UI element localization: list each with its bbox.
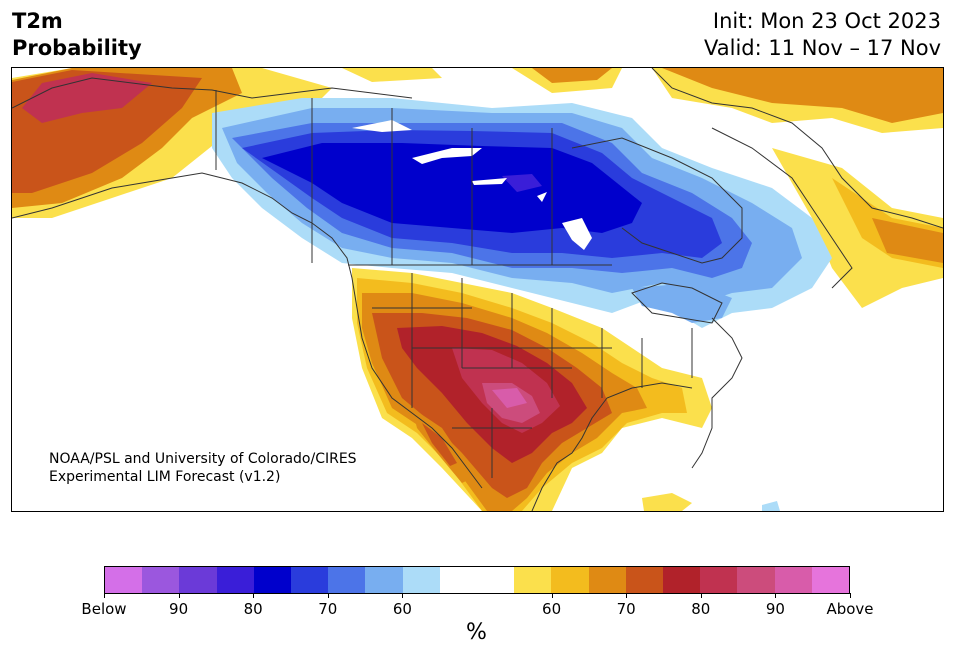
- colorbar-unit: %: [466, 620, 487, 645]
- colorbar: [104, 566, 850, 594]
- colorbar-segment: [514, 567, 552, 593]
- colorbar-tick-label: 60: [392, 600, 412, 618]
- credit-line-2: Experimental LIM Forecast (v1.2): [49, 469, 281, 485]
- colorbar-segment: [737, 567, 775, 593]
- colorbar-segment: [588, 567, 626, 593]
- credit-line-1: NOAA/PSL and University of Colorado/CIRE…: [49, 451, 357, 467]
- great-lakes-cold: [632, 283, 732, 323]
- colorbar-tick-label: 70: [318, 600, 338, 618]
- map-credit: NOAA/PSL and University of Colorado/CIRE…: [49, 450, 357, 486]
- caribbean-warm: [642, 493, 692, 511]
- colorbar-tick-label: Above: [826, 600, 874, 618]
- colorbar-tick-label: Below: [81, 600, 127, 618]
- colorbar-segment: [291, 567, 329, 593]
- colorbar-segment: [105, 567, 143, 593]
- colorbar-segment: [179, 567, 217, 593]
- colorbar-segment: [402, 567, 440, 593]
- colorbar-segment: [142, 567, 180, 593]
- colorbar-segment: [439, 567, 478, 593]
- colorbar-segment: [700, 567, 738, 593]
- colorbar-tick-mark: [850, 593, 851, 598]
- colorbar-tick-label: 80: [243, 600, 263, 618]
- canada-cold-90: [262, 143, 642, 233]
- colorbar-tick-mark: [551, 593, 553, 598]
- colorbar-tick-label: 70: [616, 600, 636, 618]
- forecast-map: NOAA/PSL and University of Colorado/CIRE…: [11, 67, 944, 512]
- colorbar-tick-mark: [775, 593, 777, 598]
- forecast-dates: Init: Mon 23 Oct 2023 Valid: 11 Nov – 17…: [704, 8, 941, 62]
- map-canvas: [12, 68, 943, 511]
- caribbean-cold: [762, 501, 780, 511]
- colorbar-segment: [774, 567, 812, 593]
- colorbar-segment: [811, 567, 850, 593]
- colorbar-tick-label: 80: [691, 600, 711, 618]
- valid-range: Valid: 11 Nov – 17 Nov: [704, 36, 941, 60]
- title-line-2: Probability: [12, 36, 142, 60]
- baja-red: [422, 423, 457, 466]
- alaska-red: [22, 73, 152, 123]
- greenland-orange: [662, 68, 943, 123]
- colorbar-segment: [551, 567, 589, 593]
- map-boundaries: [12, 68, 943, 511]
- colorbar-tick-mark: [402, 593, 404, 598]
- colorbar-segment: [253, 567, 292, 593]
- title-line-1: T2m: [12, 9, 63, 33]
- colorbar-segment: [625, 567, 664, 593]
- labrador-dark: [872, 218, 943, 263]
- canada-cold-core: [502, 174, 542, 192]
- colorbar-segment: [477, 567, 515, 593]
- colorbar-segment: [663, 567, 701, 593]
- colorbar-tick-mark: [104, 593, 105, 598]
- colorbar-tick-mark: [626, 593, 628, 598]
- colorbar-segment: [328, 567, 366, 593]
- colorbar-tick-mark: [700, 593, 702, 598]
- colorbar-tick-mark: [327, 593, 329, 598]
- colorbar-segment: [216, 567, 254, 593]
- us-pink-core: [492, 388, 527, 408]
- colorbar-segment: [365, 567, 403, 593]
- colorbar-tick-mark: [253, 593, 255, 598]
- colorbar-tick-label: 60: [542, 600, 562, 618]
- arctic-orange: [532, 68, 612, 83]
- init-date: Init: Mon 23 Oct 2023: [712, 9, 941, 33]
- map-title: T2m Probability: [12, 8, 142, 62]
- colorbar-tick-label: 90: [765, 600, 785, 618]
- colorbar-tick-label: 90: [169, 600, 189, 618]
- colorbar-tick-mark: [178, 593, 180, 598]
